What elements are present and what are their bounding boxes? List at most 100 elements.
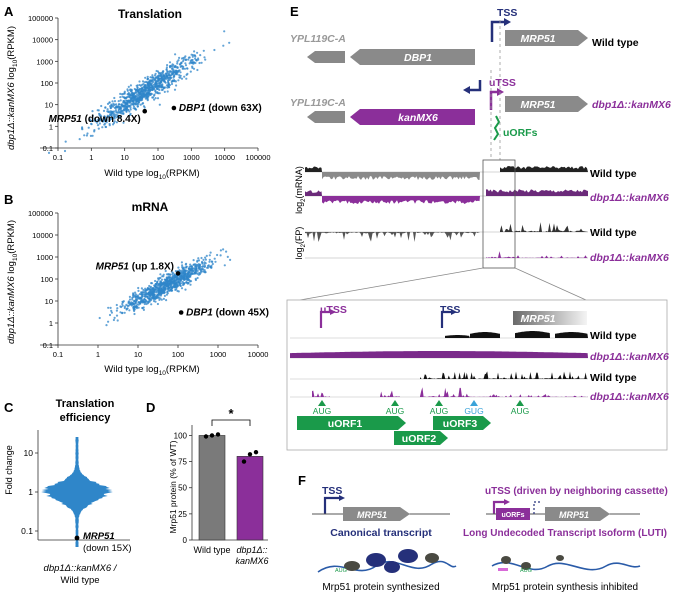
scatter-point (121, 105, 125, 108)
scatter-point (154, 279, 157, 283)
scatter-point (150, 282, 154, 285)
replicate-point (247, 452, 253, 457)
y-tick-label: 10000 (32, 36, 53, 45)
scatter-point (132, 293, 135, 296)
scatter-point (99, 119, 102, 122)
scatter-point (124, 101, 127, 105)
replicate-point (241, 459, 247, 464)
scatter-point (115, 314, 119, 317)
scatter-point (144, 295, 147, 298)
f-left-gene (343, 507, 410, 521)
scatter-point (87, 126, 90, 129)
scatter-point (126, 88, 129, 91)
scatter-point (194, 57, 197, 60)
track-label-mrna-wt: Wild type (590, 168, 637, 180)
scatter-point (226, 255, 229, 258)
x-tick-label: 0.1 (53, 350, 63, 359)
scatter-point (115, 110, 118, 113)
zoom-track-label-4: dbp1Δ::kanMX6 (590, 391, 669, 403)
scatter-point (121, 110, 124, 113)
scatter-point (164, 284, 167, 287)
annotation-dbp1: DBP1 (down 45X) (186, 308, 269, 319)
scatter-point (160, 80, 163, 83)
mrna-axis-label: log2(mRNA) (294, 166, 307, 214)
scatter-point (176, 278, 179, 281)
zoom-line-left (299, 267, 484, 301)
scatter-point (174, 288, 177, 291)
scatter-point (188, 270, 191, 273)
f-right-tss-dashed (533, 501, 542, 514)
scatter-point (184, 58, 187, 62)
scatter-point (202, 270, 205, 273)
scatter-point (125, 307, 128, 310)
coverage-tracks (305, 166, 588, 259)
scatter-point (107, 306, 110, 309)
zoom-fp-mut (312, 390, 330, 397)
scatter-point (170, 82, 174, 86)
panel-c-title-line2: efficiency (60, 412, 112, 424)
annotations-b: MRP51 (up 1.8X) DBP1 (down 45X) (96, 261, 269, 318)
scatter-point (156, 83, 159, 86)
f-left-gene-label: MRP51 (357, 510, 387, 520)
scatter-point (100, 104, 103, 108)
scatter-point (113, 120, 116, 123)
scatter-point (168, 72, 171, 75)
replicate-point (253, 449, 259, 455)
dbp1-tss-arrow (470, 80, 482, 92)
mrna-wt-dbp1 (322, 172, 480, 180)
scatter-point (216, 253, 219, 257)
zoom-track-label-1: Wild type (590, 330, 637, 342)
scatter-point (190, 265, 193, 268)
scatter-point (149, 93, 152, 96)
scatter-point (187, 58, 190, 61)
annotation-c-text: (down 15X) (83, 543, 132, 554)
scatter-point (141, 307, 144, 310)
scatter-point (173, 71, 176, 74)
f-left-caption: Mrp51 protein synthesized (322, 582, 439, 593)
scatter-point (202, 49, 205, 52)
x-label-d-mut-line2: kanMX6 (235, 556, 268, 566)
f-right-codon: AUG (520, 568, 532, 574)
scatter-point (190, 61, 193, 64)
scatter-point (167, 83, 170, 86)
zoom-tss-arrow (440, 310, 451, 328)
scatter-point (146, 78, 149, 81)
y-tick-label-d: 75 (178, 458, 187, 467)
zoom-utss-arrowhead (330, 309, 336, 315)
scatter-point (183, 67, 187, 70)
scatter-point (113, 100, 117, 103)
mrna-mut-mrp51 (486, 189, 588, 196)
scatter-point (196, 272, 199, 275)
scatter-point (177, 290, 180, 293)
scatter-point (141, 89, 144, 92)
scatter-point (166, 292, 169, 295)
scatter-point (146, 83, 149, 86)
scatter-point (106, 108, 109, 111)
panel-f: F TSS MRP51 Canonical transcript AUG Mrp… (298, 473, 668, 593)
scatter-point (153, 78, 156, 82)
tss-arrow-wt (490, 20, 504, 42)
scatter-point (204, 58, 207, 61)
scatter-point (109, 306, 112, 309)
scatter-point (136, 105, 139, 108)
scatter-point (191, 58, 194, 62)
scatter-point (139, 99, 142, 102)
locus-label-mut: dbp1Δ::kanMX6 (592, 99, 671, 111)
scatter-point (93, 130, 96, 133)
scatter-point (171, 67, 174, 70)
scatter-point (170, 289, 173, 292)
scatter-point (188, 265, 191, 268)
scatter-point (151, 74, 154, 77)
y-tick-label: 1 (49, 319, 53, 328)
y-tick-label: 0.1 (43, 144, 53, 153)
highlight-point-dbp1 (171, 105, 177, 111)
scatter-point (156, 97, 160, 100)
scatter-point (180, 287, 184, 290)
x-label-d-wt: Wild type (193, 545, 230, 555)
uorfs-marks (493, 115, 501, 141)
scatter-point (204, 258, 207, 261)
scatter-point (186, 269, 190, 273)
scatter-point (198, 61, 201, 65)
scatter-point (171, 79, 174, 82)
scatter-point (199, 54, 202, 57)
